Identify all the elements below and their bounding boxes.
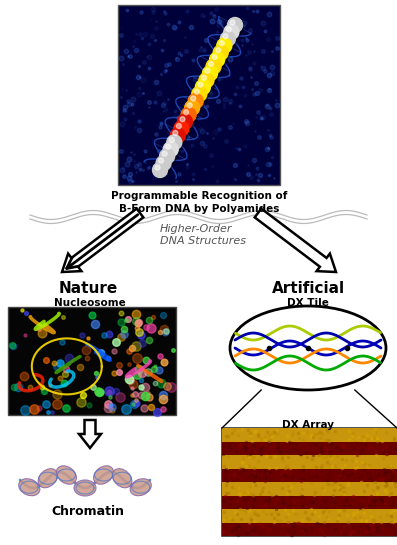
Circle shape: [158, 158, 164, 163]
Circle shape: [163, 142, 178, 157]
Circle shape: [197, 81, 212, 96]
Circle shape: [213, 45, 228, 60]
Circle shape: [220, 31, 235, 46]
Circle shape: [222, 33, 237, 48]
Circle shape: [202, 66, 218, 81]
Bar: [222, 455, 397, 469]
Ellipse shape: [19, 479, 40, 496]
Circle shape: [156, 155, 171, 171]
Circle shape: [219, 41, 224, 46]
Circle shape: [227, 17, 243, 33]
Circle shape: [211, 53, 226, 69]
Circle shape: [176, 124, 181, 129]
Circle shape: [177, 114, 193, 129]
Circle shape: [167, 135, 182, 150]
Circle shape: [183, 110, 189, 115]
Circle shape: [190, 95, 205, 110]
Circle shape: [162, 151, 167, 156]
Bar: [222, 523, 397, 536]
Circle shape: [199, 72, 214, 88]
Circle shape: [169, 137, 174, 142]
Circle shape: [179, 116, 194, 131]
Circle shape: [186, 102, 201, 117]
Ellipse shape: [56, 466, 77, 484]
Ellipse shape: [230, 306, 386, 390]
Ellipse shape: [94, 466, 114, 484]
Circle shape: [195, 80, 210, 95]
Circle shape: [183, 109, 198, 124]
Text: Chromatin: Chromatin: [52, 505, 125, 518]
Circle shape: [218, 40, 233, 54]
Circle shape: [226, 27, 231, 32]
Circle shape: [229, 19, 244, 34]
Circle shape: [215, 47, 230, 62]
Circle shape: [210, 52, 225, 67]
Circle shape: [192, 87, 207, 101]
Circle shape: [225, 26, 241, 41]
Bar: [222, 428, 397, 536]
Circle shape: [165, 143, 180, 158]
Circle shape: [166, 144, 171, 149]
Circle shape: [154, 164, 169, 179]
Bar: [222, 428, 397, 441]
Circle shape: [158, 157, 173, 172]
Circle shape: [223, 34, 228, 39]
Circle shape: [230, 20, 235, 25]
Circle shape: [180, 117, 185, 122]
Circle shape: [152, 162, 168, 178]
Circle shape: [181, 107, 196, 122]
Circle shape: [161, 150, 176, 165]
Text: Programmable Recognition of
B-Form DNA by Polyamides: Programmable Recognition of B-Form DNA b…: [111, 191, 287, 214]
Circle shape: [172, 130, 187, 144]
Text: Nucleosome: Nucleosome: [54, 298, 126, 308]
Circle shape: [174, 121, 189, 136]
Text: DX Tile: DX Tile: [287, 298, 329, 308]
Circle shape: [170, 128, 185, 143]
Circle shape: [212, 54, 217, 59]
Bar: [8, 307, 176, 415]
Circle shape: [191, 96, 196, 101]
Circle shape: [187, 103, 192, 108]
Text: Nature: Nature: [58, 281, 118, 296]
Circle shape: [160, 149, 175, 164]
Circle shape: [217, 38, 232, 53]
Circle shape: [208, 62, 214, 66]
Circle shape: [173, 130, 178, 136]
FancyArrow shape: [255, 209, 336, 272]
Circle shape: [175, 123, 191, 137]
Circle shape: [204, 68, 219, 82]
Circle shape: [224, 25, 239, 39]
Circle shape: [188, 93, 203, 108]
Bar: [222, 441, 397, 455]
Circle shape: [200, 74, 216, 89]
Circle shape: [193, 88, 208, 103]
Text: Higher-Order
DNA Structures: Higher-Order DNA Structures: [160, 224, 246, 246]
Circle shape: [194, 89, 199, 94]
Circle shape: [206, 59, 221, 74]
Text: Artificial: Artificial: [272, 281, 345, 296]
Bar: [222, 482, 397, 495]
Ellipse shape: [112, 469, 132, 488]
Ellipse shape: [130, 479, 151, 496]
FancyArrow shape: [62, 209, 143, 272]
Circle shape: [168, 136, 183, 152]
Circle shape: [208, 60, 223, 75]
Bar: [118, 5, 280, 185]
Ellipse shape: [74, 480, 96, 496]
Bar: [222, 495, 397, 509]
Text: DX Array: DX Array: [282, 420, 334, 430]
Circle shape: [201, 75, 206, 80]
Bar: [222, 469, 397, 482]
Circle shape: [205, 68, 210, 74]
Circle shape: [216, 47, 221, 53]
Ellipse shape: [38, 469, 58, 488]
Circle shape: [155, 165, 160, 170]
Bar: [222, 509, 397, 523]
Circle shape: [198, 82, 203, 87]
FancyArrow shape: [79, 420, 101, 448]
Circle shape: [185, 100, 200, 116]
